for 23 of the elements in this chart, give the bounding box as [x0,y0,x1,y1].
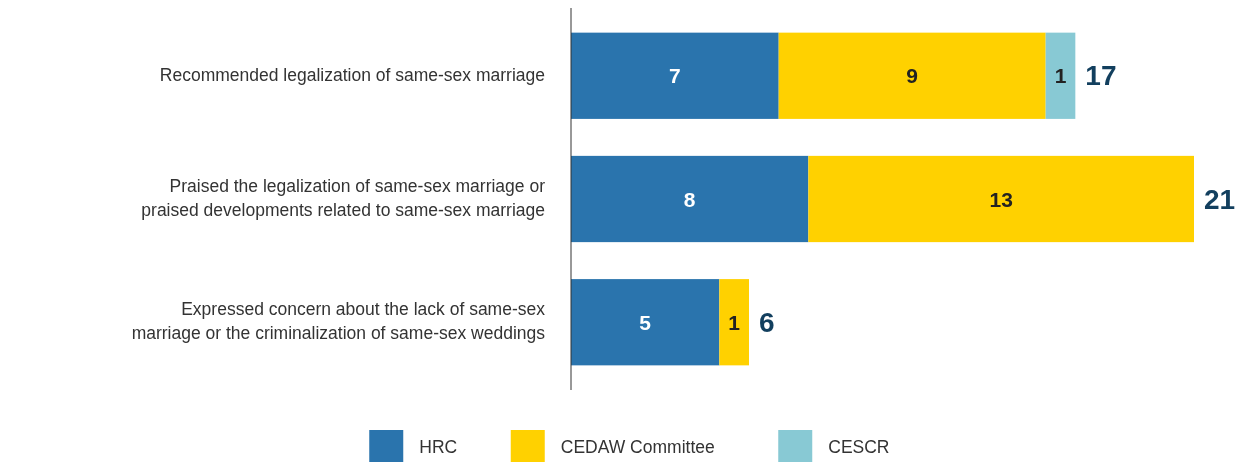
y-tick-label: Recommended legalization of same-sex marriage [159,64,545,85]
bar [1045,32,1076,119]
data-label: 1 [1054,64,1067,88]
bar [778,32,1046,119]
total-label: 21 [1204,183,1236,215]
bar [571,32,779,119]
legend-label: CEDAW Committee [560,437,715,457]
data-label: 13 [989,187,1013,211]
total-label: 17 [1085,60,1117,92]
y-tick-label: Praised the legalization of same-sex marriage or praised developments related to same-sex marriage [141,175,546,220]
data-label: 5 [639,310,652,334]
y-tick-label: Expressed concern about the lack of same-sex marriage or the criminalization of same-sex weddings [131,298,546,343]
bar [571,155,809,243]
data-label: 9 [906,64,919,88]
bar [808,155,1194,243]
data-label: 7 [668,64,681,88]
data-label: 8 [683,187,696,211]
data-label: 1 [728,310,741,334]
bar [719,279,749,366]
total-label: 6 [759,306,775,338]
legend-label: HRC [419,437,458,457]
legend-label: CESCR [828,437,890,457]
bar [571,279,720,366]
